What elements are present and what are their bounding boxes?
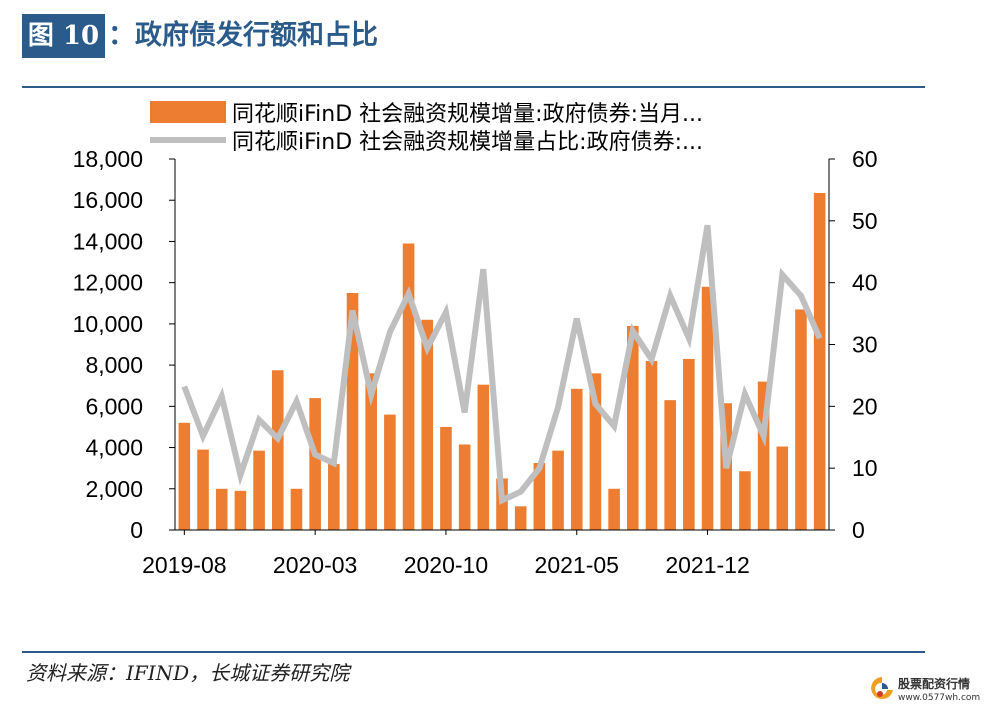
bar xyxy=(215,488,228,530)
bar xyxy=(496,478,508,530)
right-tick-label: 10 xyxy=(852,455,878,481)
watermark-logo: 股票配资行情 www.0577wh.com xyxy=(868,674,980,708)
bar xyxy=(533,463,546,530)
left-tick-label: 18,000 xyxy=(73,146,143,172)
left-tick-label: 0 xyxy=(130,517,143,543)
bar xyxy=(440,426,452,530)
right-tick-label: 20 xyxy=(852,393,878,419)
bar xyxy=(253,450,265,530)
chart-legend: 同花顺iFinD 社会融资规模增量:政府债券:当月... 同花顺iFinD 社会融… xyxy=(150,101,703,155)
right-axis-ticks: 0 10 20 30 40 50 60 xyxy=(829,146,878,543)
legend-label-bar: 同花顺iFinD 社会融资规模增量:政府债券:当月... xyxy=(232,102,703,127)
bar xyxy=(365,373,377,530)
right-tick-label: 60 xyxy=(852,146,878,172)
footer-divider xyxy=(22,651,925,653)
bar xyxy=(384,414,396,530)
bar xyxy=(346,292,359,530)
right-tick-label: 40 xyxy=(852,270,878,296)
bar xyxy=(757,381,770,530)
x-tick-label: 2020-10 xyxy=(404,552,488,578)
left-tick-label: 12,000 xyxy=(73,270,143,296)
right-tick-label: 50 xyxy=(852,208,878,234)
left-tick-label: 2,000 xyxy=(85,476,143,502)
bar-series xyxy=(178,193,826,530)
bar xyxy=(627,325,639,530)
bar xyxy=(795,309,807,530)
bar xyxy=(514,506,527,530)
left-axis-ticks: 0 2,000 4,000 6,000 8,000 10,000 12,000 14,000 1… xyxy=(73,146,143,543)
title-text: 政府债发行额和占比 xyxy=(135,20,378,51)
right-tick-label: 0 xyxy=(852,517,865,543)
chart: 同花顺iFinD 社会融资规模增量:政府债券:当月... 同花顺iFinD 社会融… xyxy=(73,101,878,578)
bar xyxy=(458,444,471,530)
bar xyxy=(683,358,695,530)
x-tick-label: 2021-12 xyxy=(665,552,749,578)
watermark-name: 股票配资行情 xyxy=(898,677,971,691)
legend-bar-swatch xyxy=(150,101,226,123)
bar xyxy=(197,449,209,530)
left-axis-tick-marks xyxy=(169,158,175,531)
legend-label-line: 同花顺iFinD 社会融资规模增量占比:政府债券:... xyxy=(232,130,703,155)
bar xyxy=(477,384,490,530)
bar xyxy=(645,360,658,530)
bar xyxy=(813,193,826,530)
figure-title: ：政府债发行额和占比 xyxy=(108,14,378,58)
left-tick-label: 6,000 xyxy=(85,393,143,419)
bar xyxy=(570,388,583,530)
title-colon: ： xyxy=(108,20,135,51)
figure-number-label: 图 10 xyxy=(22,14,105,58)
x-tick-label: 2021-05 xyxy=(535,552,619,578)
x-tick-label: 2019-08 xyxy=(142,552,226,578)
left-tick-label: 10,000 xyxy=(73,311,143,337)
bar xyxy=(234,490,247,530)
header-divider xyxy=(22,86,925,88)
bar xyxy=(701,286,714,530)
right-tick-label: 30 xyxy=(852,332,878,358)
left-tick-label: 4,000 xyxy=(85,435,143,461)
bar xyxy=(178,422,191,530)
bar xyxy=(739,471,751,530)
bar xyxy=(271,370,284,530)
line-series xyxy=(181,224,823,505)
watermark-swirl-icon xyxy=(871,677,893,699)
bar xyxy=(776,446,789,530)
bar xyxy=(664,400,676,530)
source-note: 资料来源：IFIND，长城证券研究院 xyxy=(26,661,350,685)
bar xyxy=(290,488,303,530)
left-tick-label: 16,000 xyxy=(73,187,143,213)
bar xyxy=(309,398,321,530)
bar xyxy=(402,243,415,530)
bar xyxy=(589,373,602,530)
x-tick-label: 2020-03 xyxy=(273,552,357,578)
bar xyxy=(421,319,434,530)
bar xyxy=(608,488,620,530)
left-tick-label: 8,000 xyxy=(85,352,143,378)
bar xyxy=(328,464,340,530)
bar xyxy=(552,450,564,530)
watermark-url: www.0577wh.com xyxy=(898,693,981,703)
left-tick-label: 14,000 xyxy=(73,228,143,254)
x-axis-ticks: 2019-08 2020-03 2020-10 2021-05 2021-12 xyxy=(142,530,750,578)
